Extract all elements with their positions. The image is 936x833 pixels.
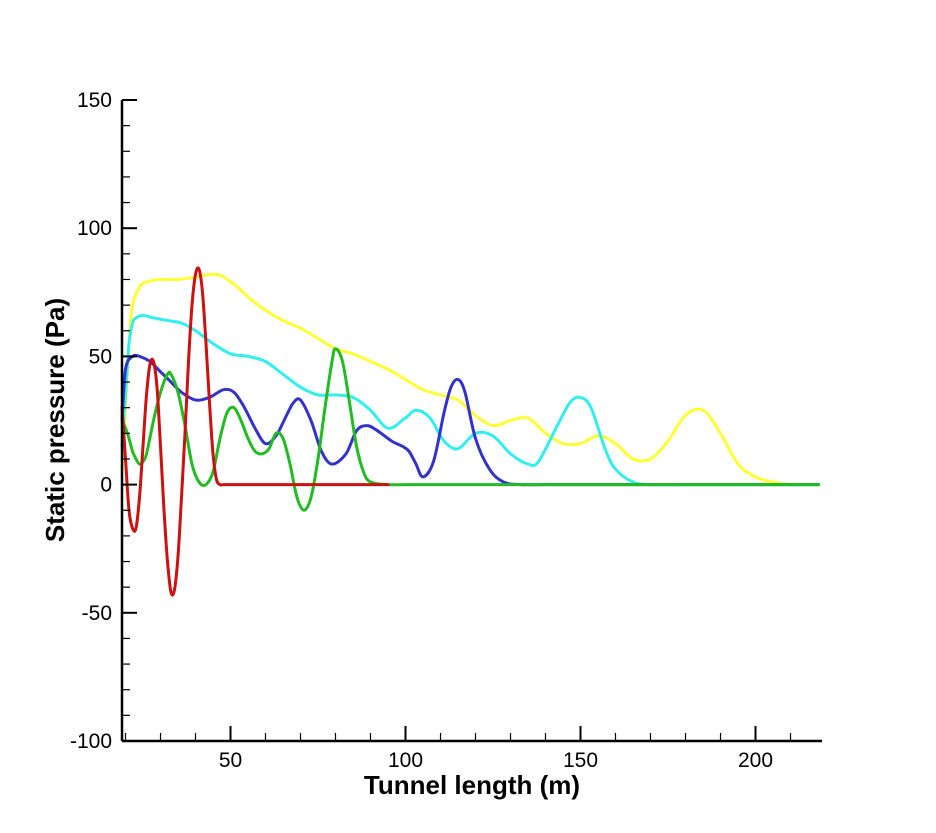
y-tick-label: 150 [77, 89, 112, 112]
x-tick-label: 100 [388, 749, 423, 772]
y-tick-label: 100 [77, 217, 112, 240]
y-tick-label: -100 [70, 730, 112, 753]
series-line-red [120, 266, 390, 597]
y-tick-label: 0 [100, 474, 112, 497]
x-tick-label: 200 [738, 749, 773, 772]
x-tick-label: 150 [563, 749, 598, 772]
series-group [120, 266, 820, 597]
series-line-green [120, 347, 820, 512]
series-line-blue [120, 353, 820, 487]
x-axis-title: Tunnel length (m) [364, 770, 580, 800]
y-tick-label: 50 [89, 345, 112, 368]
series-line-yellow [120, 272, 820, 487]
y-tick-label: -50 [82, 602, 112, 625]
y-axis-title: Static pressure (Pa) [40, 298, 70, 542]
x-axis: 50 100 150 200 [122, 726, 822, 772]
y-axis: -100 -50 0 50 100 150 [70, 89, 137, 753]
x-tick-label: 50 [219, 749, 242, 772]
series-line-cyan [120, 313, 820, 487]
